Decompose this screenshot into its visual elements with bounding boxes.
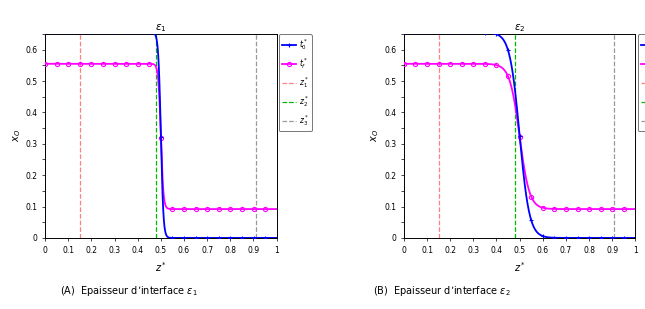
$t_f^*$ [273, 207, 281, 211]
$t_f^*$ [81, 62, 89, 66]
Legend: $t_0^*$, $t_f^*$, $z_1^*$, $z_2^*$, $z_3^*$: $t_0^*$, $t_f^*$, $z_1^*$, $z_2^*$, $z_3… [279, 34, 312, 131]
$t_0^*$ [41, 31, 49, 34]
$t_0^*$ [602, 236, 610, 240]
$t_0^*$ [627, 236, 635, 240]
$t_0^*$ [400, 31, 408, 34]
$t_f^*$ [627, 207, 635, 211]
$t_0^*$ [499, 37, 506, 41]
$t_0^*$ [631, 236, 639, 240]
$t_f^*$ [268, 207, 276, 211]
Y-axis label: $x_O$: $x_O$ [11, 129, 23, 142]
$t_f^*$ [426, 62, 434, 66]
$t_0^*$ [426, 31, 434, 34]
$t_f^*$ [440, 62, 448, 66]
Line: $t_f^*$: $t_f^*$ [402, 62, 637, 211]
$t_f^*$ [489, 62, 497, 66]
Legend: $t_0^*$, $t_f^*$, $z_1^*$, $z_2^*$, $z_3^*$: $t_0^*$, $t_f^*$, $z_1^*$, $z_2^*$, $z_3… [638, 34, 645, 131]
$t_0^*$ [489, 32, 497, 35]
$t_f^*$ [602, 207, 610, 211]
$t_f^*$ [41, 62, 49, 66]
$t_f^*$ [68, 62, 75, 66]
X-axis label: $z^*$: $z^*$ [513, 260, 526, 274]
$t_f^*$ [140, 62, 148, 66]
$t_f^*$ [205, 207, 213, 211]
X-axis label: $z^*$: $z^*$ [155, 260, 167, 274]
$t_f^*$ [243, 207, 251, 211]
$t_0^*$ [440, 31, 448, 34]
$t_f^*$ [499, 66, 506, 70]
Y-axis label: $x_O$: $x_O$ [370, 129, 381, 142]
Text: (B)  Epaisseur d’interface $\varepsilon_2$: (B) Epaisseur d’interface $\varepsilon_2… [373, 284, 511, 298]
$t_f^*$ [130, 62, 138, 66]
Text: (A)  Epaisseur d’interface $\varepsilon_1$: (A) Epaisseur d’interface $\varepsilon_1… [60, 284, 198, 298]
$t_0^*$ [81, 31, 89, 34]
Line: $t_0^*$: $t_0^*$ [401, 30, 638, 240]
$t_f^*$ [400, 62, 408, 66]
Line: $t_f^*$: $t_f^*$ [43, 62, 279, 211]
$t_0^*$ [140, 31, 148, 34]
Title: $\varepsilon_2$: $\varepsilon_2$ [514, 22, 525, 34]
$t_f^*$ [631, 207, 639, 211]
$t_0^*$ [68, 31, 75, 34]
$t_0^*$ [205, 236, 213, 240]
Title: $\varepsilon_1$: $\varepsilon_1$ [155, 22, 166, 34]
$t_0^*$ [130, 31, 138, 34]
$t_0^*$ [273, 236, 281, 240]
$t_0^*$ [268, 236, 276, 240]
Line: $t_0^*$: $t_0^*$ [43, 30, 279, 240]
$t_0^*$ [243, 236, 251, 240]
